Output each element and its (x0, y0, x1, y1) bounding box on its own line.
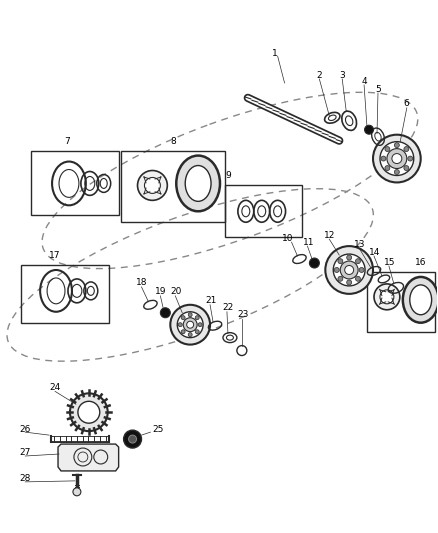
Circle shape (356, 259, 360, 264)
Bar (31, 151, 119, 215)
Circle shape (181, 316, 185, 320)
Text: 23: 23 (237, 310, 248, 319)
Text: 20: 20 (170, 287, 182, 296)
Text: 11: 11 (303, 238, 314, 247)
Circle shape (387, 149, 407, 168)
Circle shape (124, 430, 141, 448)
Text: 3: 3 (339, 71, 345, 80)
Circle shape (338, 259, 343, 264)
Circle shape (394, 169, 399, 174)
Circle shape (188, 333, 192, 337)
Bar (367, 272, 434, 332)
Circle shape (138, 171, 167, 200)
Text: 8: 8 (170, 137, 176, 146)
Text: 7: 7 (64, 137, 70, 146)
Bar (225, 185, 303, 237)
Circle shape (170, 305, 210, 345)
Circle shape (309, 258, 319, 268)
Circle shape (380, 142, 414, 175)
Circle shape (70, 393, 108, 431)
Polygon shape (58, 444, 119, 471)
Circle shape (404, 147, 409, 151)
Ellipse shape (403, 277, 438, 322)
Circle shape (195, 330, 199, 334)
Circle shape (364, 125, 374, 134)
Circle shape (188, 313, 192, 317)
Circle shape (356, 276, 360, 281)
Text: 21: 21 (205, 296, 216, 305)
Circle shape (178, 322, 182, 327)
Text: 17: 17 (49, 251, 60, 260)
Circle shape (160, 308, 170, 318)
Circle shape (338, 276, 343, 281)
Text: 9: 9 (225, 171, 231, 180)
Text: 28: 28 (19, 474, 31, 483)
Text: 5: 5 (375, 85, 381, 94)
Bar (120, 151, 225, 222)
Circle shape (380, 290, 394, 304)
Text: 10: 10 (282, 233, 293, 243)
Ellipse shape (176, 156, 220, 211)
Circle shape (392, 154, 402, 164)
Text: 25: 25 (152, 425, 164, 434)
Circle shape (404, 166, 409, 171)
Circle shape (394, 143, 399, 148)
Text: 27: 27 (19, 448, 31, 457)
Text: 1: 1 (272, 49, 277, 58)
Ellipse shape (410, 285, 431, 315)
Circle shape (73, 488, 81, 496)
Circle shape (78, 401, 100, 423)
Circle shape (333, 254, 365, 286)
Circle shape (347, 255, 352, 260)
Circle shape (181, 330, 185, 334)
Circle shape (373, 135, 421, 182)
Circle shape (359, 268, 364, 272)
Circle shape (347, 280, 352, 285)
Circle shape (129, 435, 137, 443)
Circle shape (334, 268, 339, 272)
Bar (21, 265, 109, 322)
Circle shape (183, 318, 197, 332)
Circle shape (385, 147, 390, 151)
Circle shape (325, 246, 373, 294)
Text: 22: 22 (222, 303, 233, 312)
Circle shape (385, 166, 390, 171)
Ellipse shape (346, 116, 353, 126)
Circle shape (198, 322, 202, 327)
Text: 16: 16 (415, 257, 426, 266)
Text: 18: 18 (135, 278, 147, 287)
Circle shape (374, 284, 400, 310)
Text: 13: 13 (354, 240, 366, 248)
Text: 4: 4 (361, 77, 367, 86)
Circle shape (408, 156, 413, 161)
Circle shape (145, 177, 160, 193)
Text: 19: 19 (155, 287, 167, 296)
Circle shape (345, 265, 353, 274)
Text: 14: 14 (369, 247, 381, 256)
Ellipse shape (185, 166, 211, 201)
Text: 2: 2 (316, 71, 322, 80)
Text: 15: 15 (384, 257, 396, 266)
Circle shape (195, 316, 199, 320)
Circle shape (340, 261, 358, 279)
Text: 12: 12 (324, 231, 336, 240)
Text: 24: 24 (49, 383, 60, 392)
Ellipse shape (342, 111, 357, 131)
Text: 26: 26 (19, 425, 31, 434)
Circle shape (381, 156, 386, 161)
Circle shape (177, 312, 203, 337)
Text: 6: 6 (404, 99, 410, 108)
Circle shape (187, 321, 194, 328)
